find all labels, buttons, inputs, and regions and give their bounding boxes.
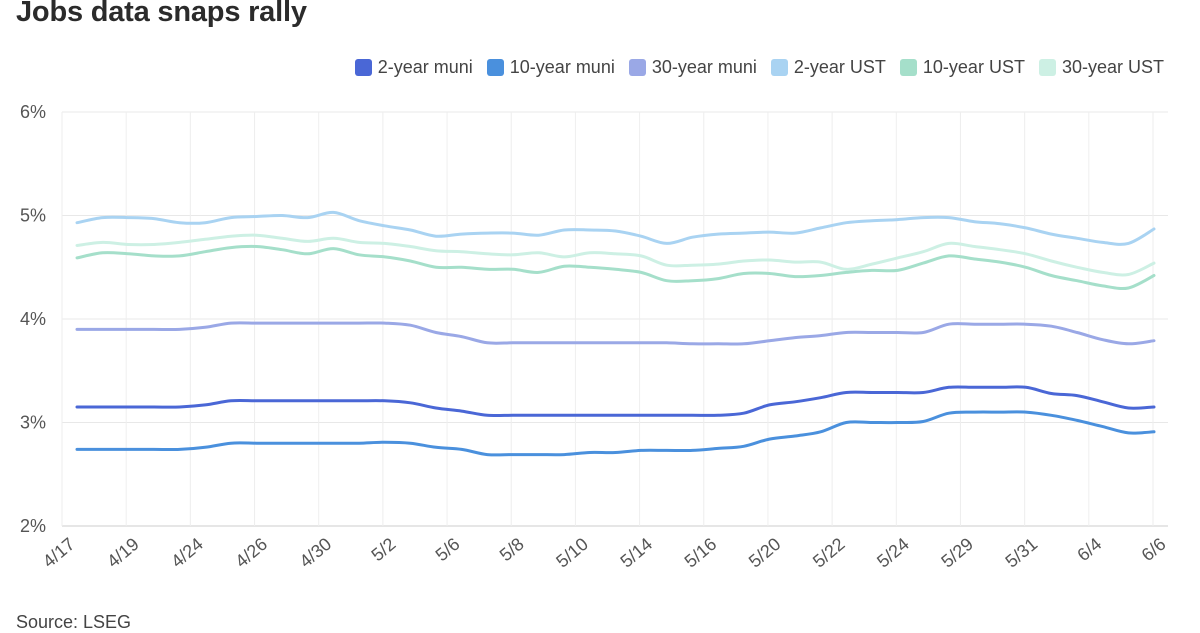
- x-tick-label: 4/17: [39, 534, 79, 572]
- grid-lines: [61, 111, 1168, 527]
- series-line-10-year-ust: [75, 244, 1156, 291]
- x-tick-label: 4/30: [296, 534, 336, 572]
- series-line-30-year-muni: [75, 321, 1156, 346]
- x-tick-label: 5/20: [745, 534, 785, 572]
- x-tick-label: 4/26: [231, 534, 271, 572]
- legend-swatch: [1038, 59, 1056, 76]
- chart-title: Jobs data snaps rally: [16, 0, 307, 28]
- y-tick-label: 2%: [20, 516, 46, 536]
- series-lines: [75, 210, 1156, 457]
- series-line-2-year-ust: [75, 210, 1156, 246]
- x-tick-label: 5/31: [1002, 534, 1042, 572]
- legend-label: 30-year UST: [1061, 57, 1164, 77]
- x-tick-label: 5/14: [616, 534, 656, 572]
- legend-label: 10-year UST: [922, 57, 1025, 77]
- legend-swatch: [486, 59, 504, 76]
- y-axis-ticks: 2% 3% 4% 5% 6%: [20, 102, 46, 536]
- x-tick-label: 5/8: [496, 534, 528, 565]
- x-tick-label: 4/19: [103, 534, 143, 572]
- legend-swatch: [354, 59, 372, 76]
- legend-label: 2-year muni: [377, 57, 473, 77]
- x-tick-label: 5/29: [937, 534, 977, 572]
- legend-item: 30-year UST: [1038, 57, 1164, 78]
- x-axis-ticks: 4/17 4/19 4/24 4/26 4/30 5/2 5/6 5/8 5/10 5/14 5/1…: [39, 534, 1170, 572]
- legend-item: 2-year muni: [354, 57, 473, 78]
- legend-swatch: [899, 59, 917, 76]
- legend-label: 30-year muni: [651, 57, 757, 77]
- legend-item: 10-year muni: [486, 57, 615, 78]
- x-tick-label: 5/16: [681, 534, 721, 572]
- x-tick-label: 5/2: [367, 534, 399, 565]
- legend-label: 2-year UST: [793, 57, 886, 77]
- x-tick-label: 6/6: [1138, 534, 1170, 565]
- y-tick-label: 3%: [20, 413, 46, 433]
- legend-item: 10-year UST: [899, 57, 1025, 78]
- y-tick-label: 6%: [20, 102, 46, 122]
- x-tick-label: 5/6: [432, 534, 464, 565]
- series-line-30-year-ust: [75, 233, 1156, 277]
- series-line-10-year-muni: [75, 410, 1156, 457]
- y-tick-label: 4%: [20, 309, 46, 329]
- series-line-2-year-muni: [75, 385, 1156, 418]
- x-tick-label: 4/24: [167, 534, 207, 572]
- legend-item: 2-year UST: [770, 57, 886, 78]
- legend-swatch: [628, 59, 646, 76]
- chart-legend: 2-year muni 10-year muni 30-year muni 2-yea…: [354, 57, 1164, 78]
- legend-label: 10-year muni: [509, 57, 615, 77]
- source-note: Source: LSEG: [16, 612, 132, 632]
- x-tick-label: 5/10: [552, 534, 592, 572]
- y-tick-label: 5%: [20, 206, 46, 226]
- legend-swatch: [770, 59, 788, 76]
- legend-item: 30-year muni: [628, 57, 757, 78]
- x-tick-label: 6/4: [1073, 534, 1105, 565]
- x-tick-label: 5/22: [809, 534, 849, 572]
- x-tick-label: 5/24: [873, 534, 913, 572]
